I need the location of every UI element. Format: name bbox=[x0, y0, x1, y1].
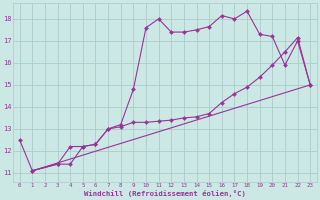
X-axis label: Windchill (Refroidissement éolien,°C): Windchill (Refroidissement éolien,°C) bbox=[84, 190, 246, 197]
